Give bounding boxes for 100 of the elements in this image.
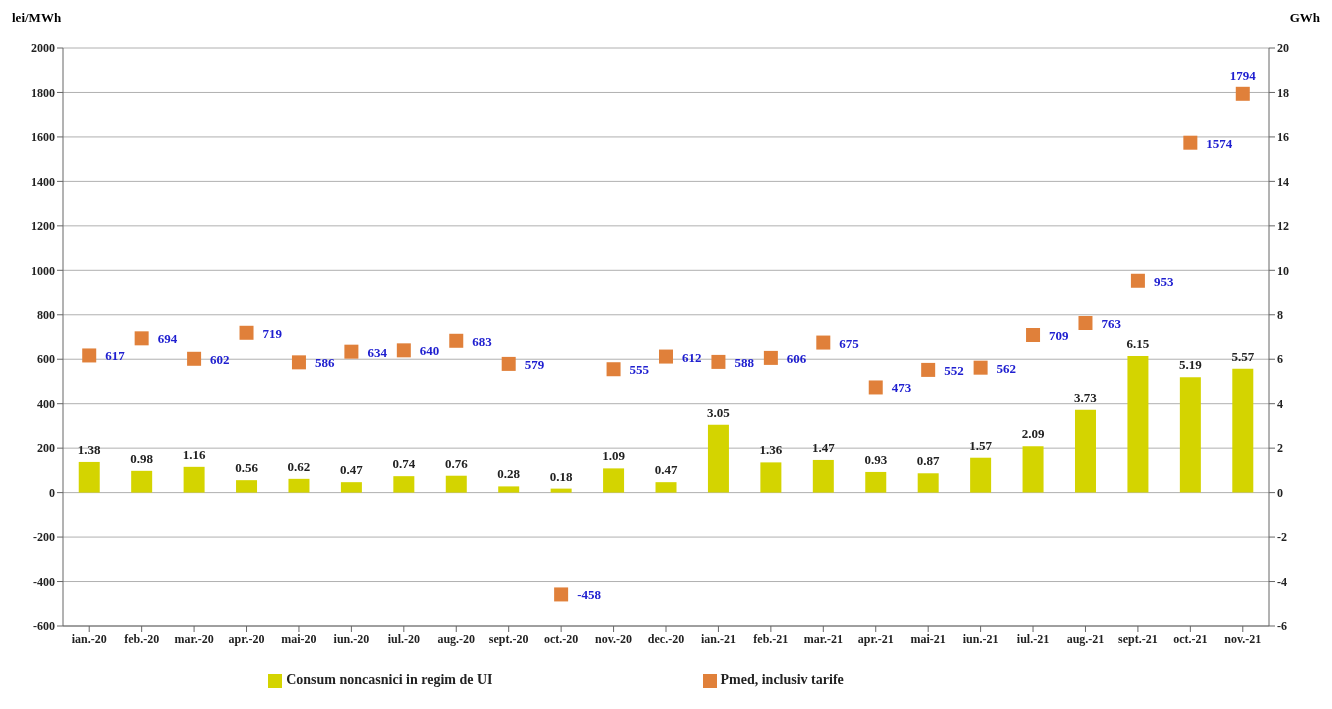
bar xyxy=(707,424,729,493)
y-tick-label: 2000 xyxy=(31,41,55,56)
point xyxy=(291,355,306,370)
bar xyxy=(183,466,205,493)
data-label: 640 xyxy=(419,343,440,359)
bar xyxy=(760,462,782,493)
data-label: 1.47 xyxy=(811,439,836,455)
data-label: 0.87 xyxy=(916,453,941,469)
x-tick-label: oct.-20 xyxy=(543,631,579,646)
point xyxy=(1130,273,1145,288)
legend-label: Pmed, inclusiv tarife xyxy=(720,672,844,687)
data-label: 719 xyxy=(262,325,283,341)
data-label: 612 xyxy=(682,349,702,365)
y2-tick-label: 18 xyxy=(1277,85,1289,100)
data-label: 1574 xyxy=(1206,135,1233,151)
point xyxy=(1078,316,1093,330)
y2-tick-label: 2 xyxy=(1277,441,1283,456)
y-tick-label: 0 xyxy=(49,485,55,500)
bar xyxy=(812,459,834,493)
y2-tick-label: 20 xyxy=(1277,41,1289,56)
x-tick-label: sept.-21 xyxy=(1118,631,1158,646)
bar xyxy=(393,476,415,493)
data-label: 562 xyxy=(996,360,1017,376)
bar xyxy=(1022,446,1044,493)
point xyxy=(659,349,673,364)
y2-tick-label: 12 xyxy=(1277,219,1289,234)
legend-label: Consum noncasnici in regim de UI xyxy=(286,672,493,687)
data-label: 675 xyxy=(839,335,860,351)
y2-axis-title: GWh xyxy=(1289,10,1320,26)
data-label: 0.62 xyxy=(287,458,311,474)
data-label: 552 xyxy=(944,362,964,378)
point xyxy=(763,350,778,365)
x-tick-label: feb.-20 xyxy=(124,631,160,646)
bar xyxy=(236,480,258,493)
y-tick-label: 1600 xyxy=(31,130,55,145)
y-tick-label: -200 xyxy=(33,530,55,545)
bar xyxy=(340,482,362,493)
data-label: 1.16 xyxy=(182,446,206,462)
y2-tick-label: -4 xyxy=(1277,574,1287,589)
point xyxy=(868,380,883,395)
x-tick-label: apr.-21 xyxy=(857,631,894,646)
data-label: 555 xyxy=(629,362,650,378)
data-label: 0.74 xyxy=(392,456,416,472)
y2-tick-label: -6 xyxy=(1277,619,1287,634)
x-tick-label: iun.-20 xyxy=(333,631,370,646)
x-tick-label: mar.-20 xyxy=(174,631,214,646)
data-label: 1.38 xyxy=(77,441,102,457)
point xyxy=(921,362,936,377)
point xyxy=(1026,328,1041,342)
y-tick-label: -600 xyxy=(33,619,55,634)
point xyxy=(554,587,569,602)
data-label: 606 xyxy=(786,350,807,366)
y-axis-title: lei/MWh xyxy=(12,10,62,26)
data-label: 694 xyxy=(157,331,178,347)
x-tick-label: oct.-21 xyxy=(1173,631,1208,646)
point xyxy=(344,344,359,359)
point xyxy=(239,325,254,340)
point xyxy=(134,331,149,346)
data-label: 5.57 xyxy=(1231,348,1255,364)
data-label: 0.47 xyxy=(654,462,678,478)
bar xyxy=(1127,355,1149,493)
point xyxy=(1235,86,1250,101)
data-label: 0.47 xyxy=(340,462,364,478)
bar xyxy=(550,488,572,493)
data-label: 3.05 xyxy=(707,404,731,420)
bar xyxy=(655,482,677,493)
x-tick-label: nov.-20 xyxy=(595,631,633,646)
data-label: 683 xyxy=(472,333,493,349)
x-tick-label: feb.-21 xyxy=(753,631,789,646)
point xyxy=(396,343,411,358)
data-label: 709 xyxy=(1049,328,1070,343)
data-label: 588 xyxy=(734,354,755,370)
y2-tick-label: 16 xyxy=(1277,130,1289,145)
x-tick-label: ian.-21 xyxy=(700,631,736,646)
data-label: 0.98 xyxy=(130,450,154,466)
data-label: 953 xyxy=(1153,273,1174,289)
data-label: 763 xyxy=(1101,315,1122,331)
bar xyxy=(445,475,467,493)
bar xyxy=(865,471,887,493)
data-label: 0.56 xyxy=(235,460,259,476)
bar xyxy=(498,486,520,493)
x-tick-label: aug.-20 xyxy=(437,631,476,646)
bar xyxy=(78,461,100,493)
x-tick-label: dec.-20 xyxy=(647,631,685,646)
data-label: -458 xyxy=(577,587,602,603)
point xyxy=(449,333,464,348)
data-label: 579 xyxy=(524,356,545,372)
y-tick-label: -400 xyxy=(33,574,55,589)
y2-tick-label: 10 xyxy=(1277,263,1289,278)
data-label: 1.36 xyxy=(759,442,783,458)
x-tick-label: iul.-20 xyxy=(387,631,420,646)
data-label: 1.57 xyxy=(969,437,993,453)
x-tick-label: iul.-21 xyxy=(1016,631,1050,646)
point xyxy=(816,335,831,350)
data-label: 0.76 xyxy=(444,455,469,471)
bar xyxy=(1179,377,1201,493)
bar xyxy=(603,468,625,493)
x-tick-label: mar.-21 xyxy=(803,631,843,646)
data-label: 5.19 xyxy=(1178,357,1203,373)
y-tick-label: 800 xyxy=(37,308,55,323)
